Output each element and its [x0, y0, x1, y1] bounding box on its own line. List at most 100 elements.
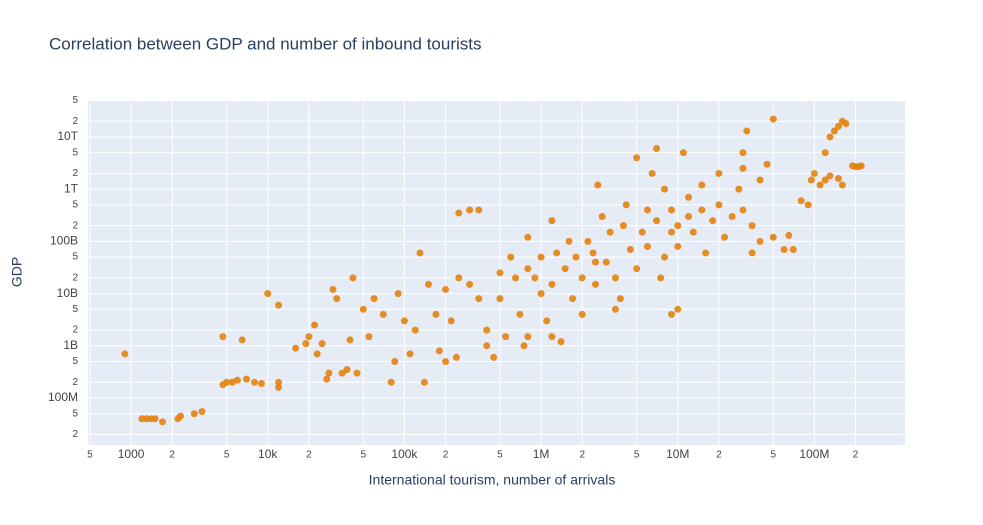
data-point — [653, 145, 661, 153]
data-point — [780, 245, 788, 253]
data-point — [379, 310, 387, 318]
data-point — [411, 326, 419, 334]
data-point — [420, 378, 428, 386]
data-point — [275, 378, 283, 386]
data-point — [653, 217, 661, 225]
data-point — [543, 317, 551, 325]
data-point — [257, 379, 265, 387]
data-point — [198, 408, 206, 416]
data-point — [830, 127, 838, 135]
data-point — [611, 274, 619, 282]
data-point — [475, 206, 483, 214]
y-tick-label: 2 — [72, 429, 78, 440]
data-point — [537, 290, 545, 298]
data-point — [512, 274, 520, 282]
data-point — [370, 295, 378, 303]
x-tick-label: 2 — [853, 450, 859, 461]
y-tick-label: 5 — [72, 304, 78, 315]
data-point — [190, 410, 198, 418]
data-point — [548, 333, 556, 341]
data-point — [537, 253, 545, 261]
data-point — [616, 295, 624, 303]
data-point — [387, 378, 395, 386]
data-point — [516, 310, 524, 318]
data-point — [233, 376, 241, 384]
data-point — [643, 206, 651, 214]
x-tick-label: 2 — [306, 450, 312, 461]
y-tick-label: 2 — [72, 116, 78, 127]
x-tick-label: 2 — [169, 450, 175, 461]
x-tick-label: 5 — [360, 450, 366, 461]
data-point — [821, 149, 829, 157]
grid — [88, 99, 905, 445]
data-point — [698, 206, 706, 214]
data-point — [826, 172, 834, 180]
data-point — [524, 233, 532, 241]
data-point — [353, 369, 361, 377]
x-tick-label: 10k — [258, 447, 278, 461]
data-point — [219, 333, 227, 341]
data-point — [739, 206, 747, 214]
data-point — [633, 265, 641, 273]
data-point — [250, 378, 258, 386]
data-point — [561, 265, 569, 273]
data-point — [807, 176, 815, 184]
data-point — [313, 350, 321, 358]
y-tick-label: 2 — [72, 377, 78, 388]
y-tick-label: 10T — [57, 129, 78, 143]
data-point — [424, 280, 432, 288]
data-point — [789, 245, 797, 253]
data-point — [483, 326, 491, 334]
data-point — [721, 233, 729, 241]
data-point — [702, 249, 710, 257]
y-tick-label: 100B — [50, 234, 78, 248]
y-tick-label: 5 — [72, 95, 78, 106]
data-point — [826, 133, 834, 141]
data-point — [435, 347, 443, 355]
data-point — [475, 295, 483, 303]
data-point — [496, 269, 504, 277]
y-tick-label: 1T — [64, 181, 79, 195]
data-point — [591, 280, 599, 288]
data-point — [359, 305, 367, 313]
y-tick-label: 2 — [72, 168, 78, 179]
data-point — [318, 340, 326, 348]
data-point — [394, 290, 402, 298]
x-axis-title: International tourism, number of arrival… — [369, 472, 616, 488]
y-tick-label: 2 — [72, 325, 78, 336]
data-point — [292, 344, 300, 352]
data-point — [685, 193, 693, 201]
x-tick-label: 100M — [799, 447, 829, 461]
data-point — [667, 310, 675, 318]
data-point — [698, 181, 706, 189]
data-point — [531, 274, 539, 282]
data-point — [442, 285, 450, 293]
points — [121, 115, 865, 426]
data-point — [648, 169, 656, 177]
data-point — [483, 342, 491, 350]
data-point — [151, 415, 159, 423]
data-point — [432, 310, 440, 318]
data-point — [325, 369, 333, 377]
data-point — [709, 217, 717, 225]
data-point — [602, 258, 610, 266]
x-tick-label: 5 — [497, 450, 503, 461]
x-tick-label: 5 — [224, 450, 230, 461]
y-tick-label: 5 — [72, 408, 78, 419]
data-point — [594, 181, 602, 189]
data-point — [578, 274, 586, 282]
data-point — [578, 310, 586, 318]
data-point — [643, 242, 651, 250]
data-point — [685, 212, 693, 220]
data-point — [338, 369, 346, 377]
y-tick-label: 5 — [72, 252, 78, 263]
data-point — [442, 358, 450, 366]
y-tick-label: 10B — [57, 286, 78, 300]
data-point — [455, 209, 463, 217]
data-point — [785, 231, 793, 239]
data-point — [739, 149, 747, 157]
data-point — [821, 176, 829, 184]
x-tick-label: 5 — [770, 450, 776, 461]
data-point — [452, 353, 460, 361]
x-tick-label: 1000 — [118, 447, 145, 461]
